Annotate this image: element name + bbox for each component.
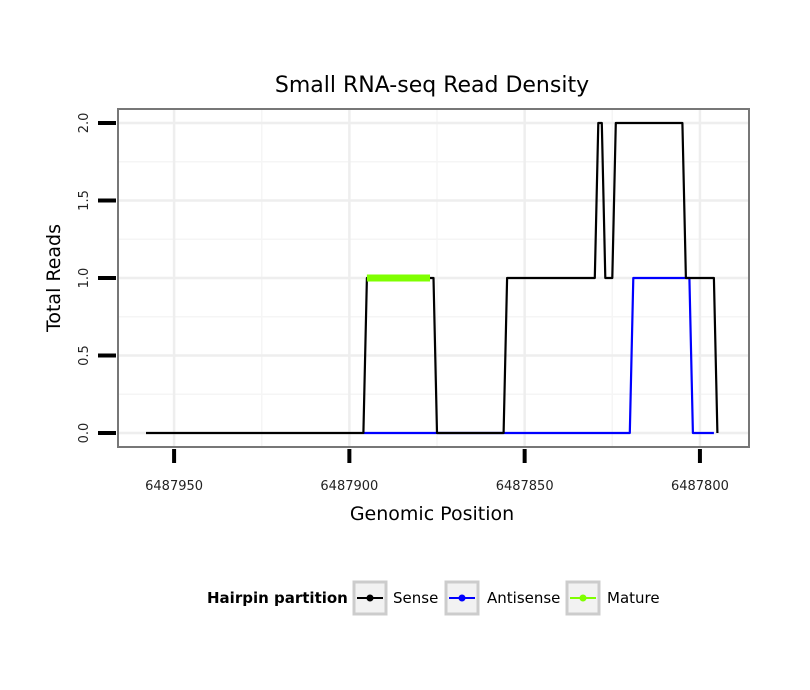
y-axis-title: Total Reads [43, 224, 65, 333]
x-tick-label: 6487800 [671, 479, 729, 494]
legend-swatch-point [579, 594, 587, 602]
legend-label-mature: Mature [607, 589, 660, 607]
legend-label-sense: Sense [393, 589, 438, 607]
axis-layer: 6487950 6487900 6487850 6487800 0.0 0.5 1.0 1.5… [77, 113, 729, 494]
plot-panel [117, 108, 750, 448]
series-layer [146, 121, 719, 435]
legend-swatch-point [366, 594, 374, 602]
chart-title: Small RNA-seq Read Density [275, 73, 589, 98]
x-tick-label: 6487900 [320, 479, 378, 494]
x-tick-label: 6487850 [496, 479, 554, 494]
y-tick-label: 0.5 [77, 345, 92, 366]
legend-swatch-point [458, 594, 466, 602]
y-tick-label: 0.0 [77, 423, 92, 444]
series-line-antisense [363, 276, 714, 435]
legend-label-antisense: Antisense [487, 589, 560, 607]
y-tick-label: 2.0 [77, 113, 92, 134]
y-tick-label: 1.0 [77, 268, 92, 289]
x-axis-title: Genomic Position [350, 503, 514, 525]
legend: Hairpin partition Sense Antisense Mature [207, 580, 660, 616]
x-tick-label: 6487950 [145, 479, 203, 494]
y-tick-label: 1.5 [77, 190, 92, 211]
legend-title: Hairpin partition [207, 589, 348, 607]
